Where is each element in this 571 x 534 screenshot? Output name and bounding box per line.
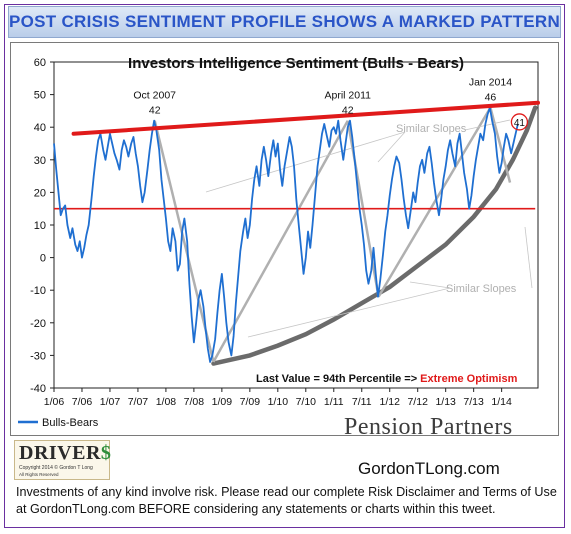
peak-date-label: Oct 2007 — [133, 90, 176, 102]
watermark-brand: Pension Partners — [344, 414, 513, 436]
peak-value-label: 46 — [485, 92, 497, 104]
legend-label: Bulls-Bears — [42, 417, 99, 429]
x-tick-label: 1/10 — [268, 396, 289, 408]
chart-title: Investors Intelligence Sentiment (Bulls … — [128, 55, 464, 72]
similar-slopes-label-top: Similar Slopes — [396, 123, 467, 135]
y-tick-label: 30 — [34, 155, 46, 167]
last-value-statement: Last Value = 94th Percentile => Extreme … — [256, 373, 518, 385]
slope-line — [212, 120, 349, 363]
y-tick-label: 40 — [34, 122, 46, 134]
x-tick-label: 7/12 — [407, 396, 428, 408]
dollar-icon: $ — [100, 442, 112, 464]
x-tick-label: 1/07 — [100, 396, 121, 408]
x-tick-label: 1/09 — [212, 396, 233, 408]
slope-pointer-line — [409, 281, 451, 289]
sentiment-chart: 60 50 40 30 20 10 0 -10 -20 -30 -401/06 7/06 1/07 7/0… — [18, 55, 540, 436]
peak-date-label: April 2011 — [324, 90, 371, 102]
slope-pointer-line — [377, 131, 406, 163]
disclaimer-text: Investments of any kind involve risk. Pl… — [16, 485, 557, 516]
x-tick-label: 7/11 — [352, 396, 372, 408]
x-tick-label: 7/06 — [72, 396, 93, 408]
site-name: GordonTLong.com — [358, 459, 500, 478]
y-tick-label: -10 — [30, 285, 46, 297]
banner-title: POST CRISIS SENTIMENT PROFILE SHOWS A MA… — [8, 12, 561, 31]
banner: POST CRISIS SENTIMENT PROFILE SHOWS A MA… — [8, 6, 561, 38]
slope-pointer-line — [247, 287, 451, 338]
drivers-logo: DRIVER$ Copyright 2014 © Gordon T Long A… — [14, 440, 112, 480]
y-tick-label: -20 — [30, 318, 46, 330]
slope-line — [489, 107, 512, 183]
x-tick-label: 1/08 — [156, 396, 177, 408]
peak-value-label: 42 — [149, 105, 161, 117]
peak-value-label: 42 — [342, 105, 354, 117]
y-tick-label: 20 — [34, 187, 46, 199]
drivers-logo-line2: All Rights Reserved — [19, 472, 59, 477]
y-tick-label: 10 — [34, 220, 46, 232]
resistance-line — [71, 100, 540, 136]
x-tick-label: 7/08 — [184, 396, 205, 408]
x-tick-label: 7/09 — [240, 396, 261, 408]
x-tick-label: 7/07 — [128, 396, 149, 408]
slope-line — [377, 107, 492, 298]
x-tick-label: 1/13 — [435, 396, 456, 408]
slope-line — [153, 120, 215, 363]
y-tick-label: 60 — [34, 57, 46, 69]
x-tick-label: 1/06 — [44, 396, 65, 408]
x-tick-label: 1/14 — [491, 396, 512, 408]
peak-date-label: Jan 2014 — [469, 77, 512, 89]
last-value-marker — [510, 113, 529, 131]
x-tick-label: 1/11 — [324, 396, 344, 408]
support-curve — [211, 105, 538, 366]
last-value-label: 41 — [514, 118, 526, 129]
last-value-prefix: Last Value = 94th Percentile => — [256, 373, 420, 385]
extreme-optimism-label: Extreme Optimism — [420, 373, 517, 385]
x-tick-label: 7/13 — [463, 396, 484, 408]
similar-slopes-label-bottom: Similar Slopes — [446, 283, 517, 295]
series-bulls-bears-line — [53, 106, 519, 363]
y-tick-label: 50 — [34, 90, 46, 102]
slope-pointer-line — [464, 119, 511, 131]
x-tick-label: 1/12 — [380, 396, 401, 408]
x-tick-label: 7/10 — [296, 396, 317, 408]
slope-pointer-line — [524, 226, 533, 289]
y-tick-label: -40 — [30, 383, 46, 395]
y-tick-label: 0 — [40, 253, 46, 265]
y-tick-label: -30 — [30, 350, 46, 362]
drivers-logo-text: DRIVER — [19, 442, 101, 464]
slope-pointer-line — [205, 131, 406, 193]
drivers-logo-line1: Copyright 2014 © Gordon T Long — [19, 465, 93, 471]
